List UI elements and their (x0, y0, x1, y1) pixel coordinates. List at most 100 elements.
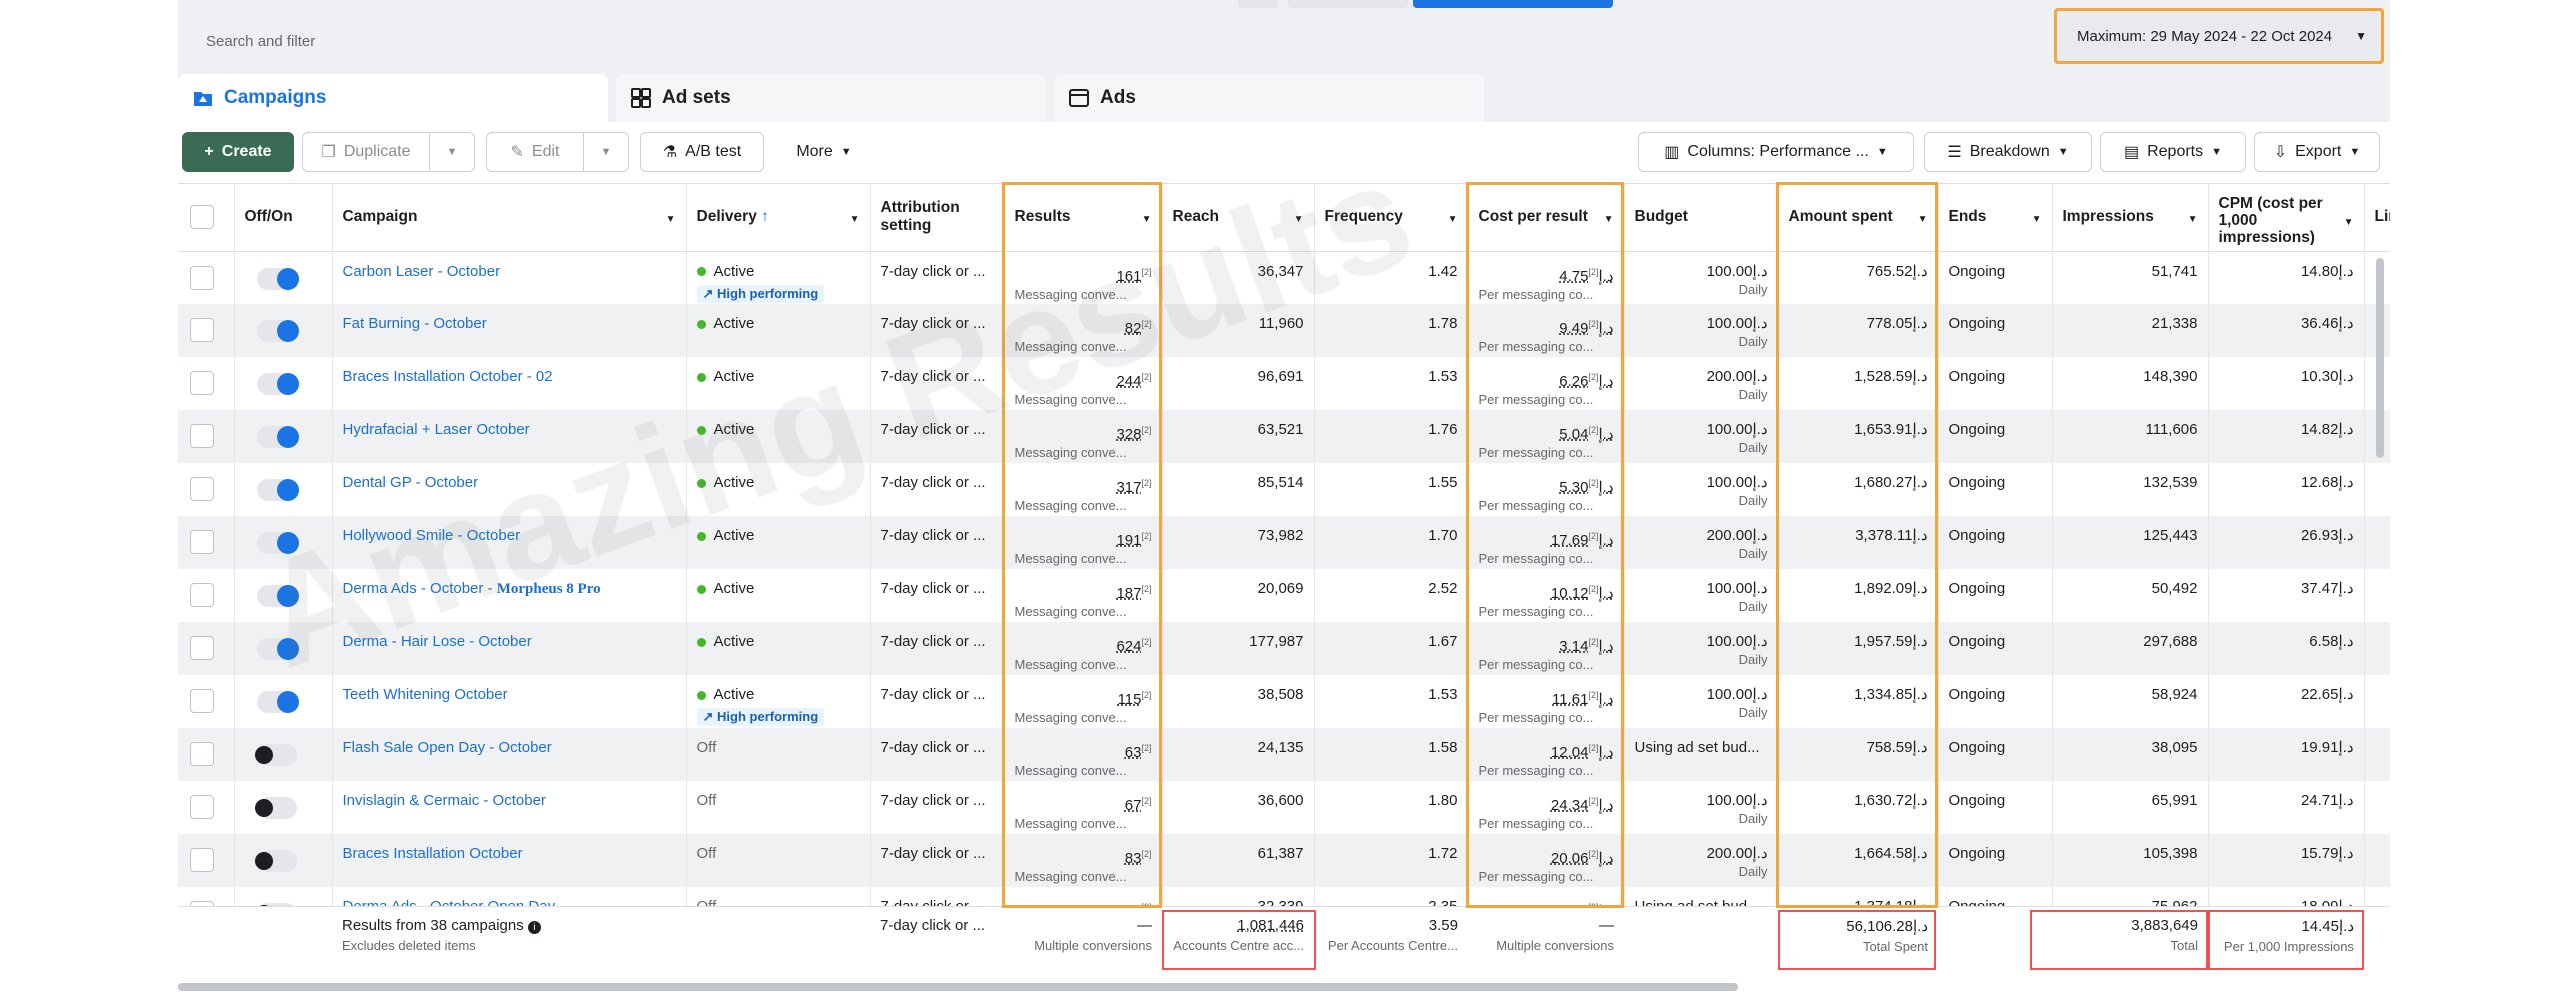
chevron-down-icon[interactable]: ▼ (1447, 214, 1458, 225)
tab-ads[interactable]: Ads (1054, 74, 1484, 122)
edit-button[interactable]: ✎ Edit (486, 132, 584, 172)
col-frequency[interactable]: Frequency ▼ (1314, 184, 1469, 252)
campaign-toggle[interactable] (256, 373, 299, 395)
campaign-link[interactable]: Fat Burning - October (342, 315, 487, 332)
export-button[interactable]: ⇩ Export ▼ (2254, 132, 2380, 172)
col-attribution[interactable]: Attribution setting (870, 184, 1005, 252)
breakdown-button[interactable]: ☰ Breakdown ▼ (1924, 132, 2092, 172)
reports-button[interactable]: ▤ Reports ▼ (2100, 132, 2246, 172)
table-row[interactable]: Braces Installation October - 02 Active 7-… (178, 357, 2390, 410)
chevron-down-icon[interactable]: ▼ (2187, 214, 2198, 225)
ab-test-button[interactable]: ⚗ A/B test (640, 132, 764, 172)
row-checkbox[interactable] (190, 848, 214, 872)
col-campaign[interactable]: Campaign ▼ (332, 184, 687, 252)
table-row[interactable]: Derma Ads - October Open Day Off 7-day cli… (178, 887, 2390, 907)
row-checkbox[interactable] (190, 742, 214, 766)
campaign-link[interactable]: Carbon Laser - October (342, 262, 501, 280)
col-results[interactable]: Results ▼ (1004, 184, 1163, 252)
export-icon: ⇩ (2273, 144, 2288, 161)
campaign-toggle[interactable] (256, 691, 299, 713)
campaign-link[interactable]: Derma - Hair Lose - October (342, 633, 532, 650)
row-checkbox[interactable] (190, 901, 214, 907)
campaign-link[interactable]: Teeth Whitening October (342, 686, 508, 703)
duplicate-button[interactable]: ❐ Duplicate (302, 132, 430, 172)
frequency-cell: 1.67 (1314, 622, 1469, 675)
table-row[interactable]: Invislagin & Cermaic - October Off 7-day c… (178, 781, 2390, 834)
chevron-down-icon[interactable]: ▼ (2343, 217, 2354, 228)
col-link[interactable]: Link (2364, 184, 2390, 252)
campaign-link[interactable]: Hollywood Smile - October (342, 527, 521, 544)
row-checkbox[interactable] (190, 371, 214, 395)
more-button[interactable]: More ▼ (776, 132, 872, 172)
row-checkbox[interactable] (190, 795, 214, 819)
campaign-toggle[interactable] (254, 744, 297, 766)
row-checkbox[interactable] (190, 689, 214, 713)
create-button[interactable]: + Create (182, 132, 294, 172)
chevron-down-icon[interactable]: ▼ (1293, 214, 1304, 225)
search-input[interactable]: Search and filter (206, 33, 316, 50)
col-amount-spent[interactable]: Amount spent ▼ (1778, 184, 1939, 252)
campaign-link[interactable]: Braces Installation October (342, 845, 523, 862)
info-icon[interactable]: i (527, 921, 541, 934)
campaign-link[interactable]: Derma Ads - October Open Day (342, 898, 556, 907)
col-ends[interactable]: Ends ▼ (1938, 184, 2053, 252)
duplicate-dropdown[interactable]: ▼ (429, 132, 475, 172)
campaign-toggle[interactable] (254, 850, 297, 872)
chevron-down-icon[interactable]: ▼ (2031, 214, 2042, 225)
chevron-down-icon[interactable]: ▼ (1141, 214, 1152, 225)
vertical-scrollbar[interactable] (2376, 258, 2384, 458)
campaign-link[interactable]: Braces Installation October - 02 (342, 368, 553, 385)
campaign-toggle[interactable] (256, 320, 299, 342)
col-reach[interactable]: Reach ▼ (1162, 184, 1315, 252)
select-all-checkbox[interactable] (190, 205, 214, 230)
publish-button[interactable] (1413, 0, 1613, 8)
table-row[interactable]: Carbon Laser - October Active ↗ High perfo… (178, 251, 2390, 304)
table-row[interactable]: Hollywood Smile - October Active 7-day cli… (178, 516, 2390, 569)
table-row[interactable]: Fat Burning - October Active 7-day click o… (178, 304, 2390, 357)
toggle-knob (276, 479, 299, 501)
campaign-link[interactable]: Invislagin & Cermaic - October (342, 792, 546, 809)
row-checkbox[interactable] (190, 424, 214, 448)
row-checkbox[interactable] (190, 530, 214, 554)
table-row[interactable]: Dental GP - October Active 7-day click or … (178, 463, 2390, 516)
campaign-toggle[interactable] (256, 479, 299, 501)
table-row[interactable]: Hydrafacial + Laser October Active 7-day c… (178, 410, 2390, 463)
tab-campaigns[interactable]: Campaigns (178, 74, 608, 122)
horizontal-scrollbar[interactable] (178, 983, 1738, 991)
top-button[interactable] (1238, 0, 1278, 8)
table-row[interactable]: Flash Sale Open Day - October Off 7-day cl… (178, 728, 2390, 781)
tab-ad-sets[interactable]: Ad sets (616, 74, 1046, 122)
row-checkbox[interactable] (190, 636, 214, 660)
chevron-down-icon[interactable]: ▼ (849, 214, 860, 225)
table-row[interactable]: Derma Ads - October - Morpheus 8 Pro Acti… (178, 569, 2390, 622)
chevron-down-icon[interactable]: ▼ (665, 214, 676, 225)
row-checkbox[interactable] (190, 477, 214, 501)
campaign-toggle[interactable] (254, 797, 297, 819)
campaign-toggle[interactable] (256, 426, 299, 448)
table-row[interactable]: Derma - Hair Lose - October Active 7-day c… (178, 622, 2390, 675)
campaign-link[interactable]: Dental GP - October (342, 474, 479, 491)
col-delivery[interactable]: Delivery ↑ ▼ (686, 184, 871, 252)
campaign-link[interactable]: Flash Sale Open Day - October (342, 739, 552, 756)
campaign-link[interactable]: Derma Ads - October - Morpheus 8 Pro (342, 580, 601, 597)
campaign-toggle[interactable] (256, 267, 299, 290)
table-row[interactable]: Braces Installation October Off 7-day clic… (178, 834, 2390, 887)
date-range-picker[interactable]: Maximum: 29 May 2024 - 22 Oct 2024 ▼ (2054, 8, 2384, 64)
col-cost-per-result[interactable]: Cost per result ▼ (1468, 184, 1625, 252)
campaign-toggle[interactable] (256, 638, 299, 660)
campaign-toggle[interactable] (256, 585, 299, 607)
top-button[interactable] (1288, 0, 1408, 8)
row-checkbox[interactable] (190, 265, 214, 290)
col-impressions[interactable]: Impressions ▼ (2052, 184, 2209, 252)
col-budget[interactable]: Budget (1624, 184, 1779, 252)
campaign-toggle[interactable] (256, 532, 299, 554)
row-checkbox[interactable] (190, 318, 214, 342)
chevron-down-icon[interactable]: ▼ (1603, 214, 1614, 225)
campaign-link[interactable]: Hydrafacial + Laser October (342, 421, 530, 438)
row-checkbox[interactable] (190, 583, 214, 607)
table-row[interactable]: Teeth Whitening October Active ↗ High perf… (178, 675, 2390, 728)
chevron-down-icon[interactable]: ▼ (1917, 214, 1928, 225)
edit-dropdown[interactable]: ▼ (583, 132, 629, 172)
columns-button[interactable]: ▥ Columns: Performance ... ▼ (1638, 132, 1914, 172)
col-cpm[interactable]: CPM (cost per 1,000 impressions) ▼ (2208, 184, 2365, 252)
